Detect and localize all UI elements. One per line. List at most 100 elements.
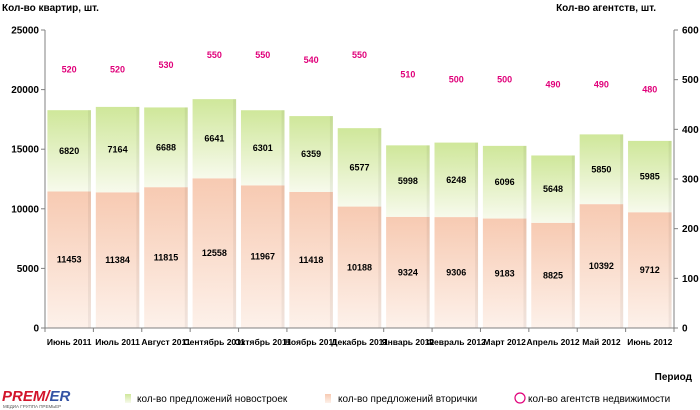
data-label-new-buildings: 6641 (204, 134, 224, 144)
y-tick-label-left: 0 (33, 324, 39, 335)
bar-secondary (434, 217, 479, 328)
data-label-secondary: 8825 (543, 270, 563, 280)
x-tick-label: Октябрь 2011 (234, 337, 291, 347)
data-label-agencies: 550 (255, 50, 270, 60)
logo-text-prem: PREM (2, 388, 46, 405)
bar-edge-shade (136, 106, 140, 328)
bar-secondary (47, 191, 91, 328)
x-tick-label: Август 2011 (141, 337, 190, 347)
x-tick-label: Сентябрь 2011 (184, 337, 246, 347)
y-tick-label-right: 500 (682, 75, 699, 86)
x-tick-label: Ноябрь 2011 (285, 337, 338, 347)
data-label-new-buildings: 6301 (253, 143, 273, 153)
data-label-secondary: 9324 (398, 267, 418, 277)
bar-edge-shade (426, 145, 430, 328)
bar-secondary (192, 178, 237, 328)
data-label-new-buildings: 6688 (156, 142, 176, 152)
svg-text:PREM/ER: PREM/ER (2, 388, 71, 405)
x-axis-title: Период (655, 372, 693, 383)
bar-new-buildings (628, 140, 672, 213)
y-tick-label-right: 100 (682, 274, 699, 285)
data-label-new-buildings: 5648 (543, 184, 563, 194)
data-label-agencies: 500 (497, 75, 512, 85)
bar-secondary (240, 185, 285, 328)
data-label-secondary: 9183 (495, 268, 515, 278)
logo-i-icon: / (44, 388, 51, 405)
bar-edge-shade (87, 110, 91, 328)
y-tick-label-left: 5000 (17, 264, 40, 275)
data-label-agencies: 480 (642, 85, 657, 95)
bar-edge-shade (475, 142, 479, 328)
data-label-new-buildings: 5998 (398, 176, 418, 186)
data-label-new-buildings: 5850 (591, 164, 611, 174)
data-label-secondary: 12558 (202, 248, 227, 258)
legend-label-secondary: кол-во предложений вторички (338, 394, 477, 405)
x-tick-label: Июнь 2012 (627, 337, 672, 347)
x-tick-label: Февраль 2012 (427, 337, 486, 347)
data-label-new-buildings: 6248 (446, 175, 466, 185)
data-label-new-buildings: 7164 (108, 145, 128, 155)
bar-edge-shade (281, 110, 285, 328)
bar-secondary (628, 212, 672, 328)
data-label-secondary: 11418 (299, 255, 324, 265)
data-label-agencies: 520 (62, 65, 77, 75)
x-tick-label: Июнь 2011 (47, 337, 92, 347)
bar-edge-shade (184, 107, 188, 328)
bar-edge-shade (620, 134, 624, 328)
bar-new-buildings (47, 110, 91, 192)
data-label-secondary: 11453 (57, 255, 82, 265)
data-label-new-buildings: 6359 (301, 149, 321, 159)
logo-text-er: ER (50, 388, 71, 405)
data-label-new-buildings: 5985 (640, 172, 660, 182)
x-tick-label: Январь 2012 (381, 337, 434, 347)
bar-secondary (289, 191, 333, 328)
data-label-new-buildings: 6096 (495, 177, 515, 187)
data-label-secondary: 11815 (154, 253, 179, 263)
premier-logo: PREM/ER МЕДИА ГРУППА ПРЕМЬЕР (2, 388, 71, 409)
bar-secondary (482, 218, 527, 328)
data-label-secondary: 11967 (250, 252, 275, 262)
legend-label-new: кол-во предложений новостроек (137, 394, 288, 405)
data-label-new-buildings: 6577 (349, 162, 369, 172)
y-tick-label-right: 400 (682, 125, 699, 136)
legend-marker-agencies (514, 392, 526, 404)
data-label-agencies: 520 (110, 65, 125, 75)
bar-secondary (579, 204, 624, 328)
data-label-agencies: 510 (400, 70, 415, 80)
y-tick-label-left: 25000 (11, 26, 39, 37)
bar-edge-shade (378, 128, 382, 328)
bar-new-buildings (386, 145, 430, 217)
bar-new-buildings (434, 142, 479, 218)
bar-edge-shade (571, 155, 575, 328)
bar-new-buildings (337, 128, 382, 207)
x-tick-label: Март 2012 (483, 337, 526, 347)
x-tick-label: Май 2012 (582, 337, 621, 347)
legend-swatch-new (125, 394, 131, 403)
y-axis-right-title: Кол-во агентств, шт. (556, 3, 656, 14)
legend: кол-во предложений новостроек кол-во пре… (125, 392, 670, 405)
x-tick-label: Июль 2011 (95, 337, 140, 347)
bar-new-buildings (482, 145, 527, 219)
bar-new-buildings (240, 110, 285, 186)
data-label-agencies: 500 (449, 75, 464, 85)
data-label-secondary: 10392 (589, 261, 614, 271)
data-label-agencies: 550 (207, 50, 222, 60)
bar-secondary (144, 187, 188, 328)
bar-edge-shade (668, 140, 672, 328)
bar-new-buildings (289, 116, 333, 192)
bar-new-buildings (579, 134, 624, 205)
bar-edge-shade (329, 116, 333, 328)
bar-secondary (337, 206, 382, 328)
data-label-agencies: 490 (594, 80, 609, 90)
data-label-agencies: 540 (304, 55, 319, 65)
data-label-agencies: 550 (352, 50, 367, 60)
data-label-agencies: 530 (158, 60, 173, 70)
y-tick-label-left: 20000 (11, 85, 39, 96)
y-tick-label-left: 10000 (11, 204, 39, 215)
data-label-agencies: 490 (546, 80, 561, 90)
data-label-new-buildings: 6820 (59, 146, 79, 156)
data-label-secondary: 11384 (105, 255, 130, 265)
y-tick-label-right: 0 (682, 324, 688, 335)
y-axis-left-title: Кол-во квартир, шт. (2, 3, 99, 14)
